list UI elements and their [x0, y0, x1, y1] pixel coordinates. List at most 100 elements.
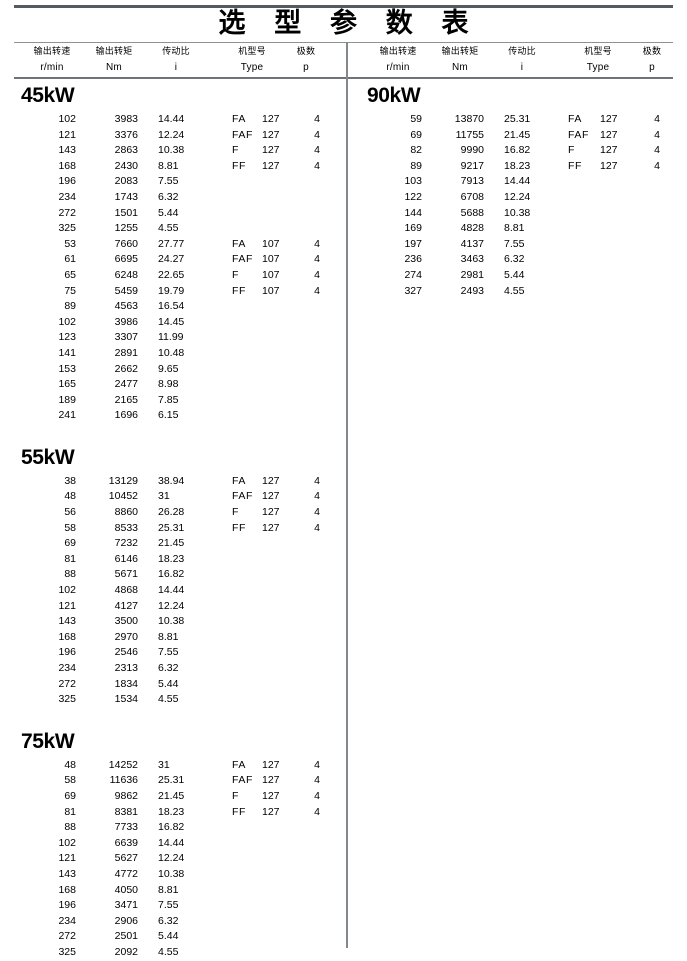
cell-output-speed: 168	[58, 883, 76, 896]
column-headers-left: 输出转速 r/min 输出转矩 Nm 传动比 i 机型号 Type 极数 p	[14, 45, 346, 77]
cell-ratio: 8.81	[158, 630, 179, 643]
cell-ratio: 31	[158, 490, 170, 503]
cell-type-prefix: F	[232, 506, 240, 519]
cell-output-torque: 2501	[114, 930, 138, 943]
cell-ratio: 12.24	[158, 128, 185, 141]
header-ratio: 传动比 i	[138, 45, 214, 75]
table-row: 123 3307 11.99	[14, 330, 346, 346]
cell-output-speed: 38	[64, 474, 76, 487]
cell-output-speed: 234	[58, 662, 76, 674]
cell-output-speed: 272	[58, 677, 76, 690]
header-type-unit: Type	[240, 62, 264, 73]
cell-output-torque: 4868	[114, 584, 138, 597]
cell-ratio: 9.65	[158, 362, 179, 375]
cell-type-prefix: F	[232, 268, 240, 281]
cell-output-torque: 6639	[114, 836, 138, 849]
cell-output-torque: 13129	[108, 474, 138, 487]
header-output-torque-unit: Nm	[452, 62, 468, 73]
cell-output-speed: 58	[64, 774, 76, 787]
cell-output-torque: 6695	[114, 253, 138, 266]
cell-output-speed: 144	[404, 206, 422, 219]
table-row: 168 4050 8.81	[14, 883, 346, 899]
cell-output-speed: 81	[64, 805, 76, 818]
header-output-speed-unit: r/min	[386, 62, 410, 73]
table-row: 196 3471 7.55	[14, 898, 346, 914]
table-row: 141 2891 10.48	[14, 346, 346, 362]
cell-output-torque: 2477	[114, 378, 138, 391]
table-row: 325 1255 4.55	[14, 221, 346, 237]
cell-ratio: 5.44	[158, 206, 179, 219]
header-ratio-cn: 传动比	[508, 47, 536, 57]
cell-output-speed: 69	[64, 537, 76, 550]
cell-poles: 4	[654, 144, 660, 157]
cell-output-torque: 2092	[114, 945, 138, 958]
cell-output-speed: 196	[58, 175, 76, 188]
table-row: 102 4868 14.44	[14, 583, 346, 599]
cell-ratio: 8.81	[158, 159, 179, 172]
cell-type-prefix: F	[232, 789, 240, 802]
cell-poles: 4	[314, 490, 320, 503]
cell-output-speed: 102	[58, 836, 76, 849]
cell-type-size: 127	[262, 506, 280, 519]
table-row: 89 9217 18.23 FF 127 4	[360, 159, 673, 175]
cell-output-torque: 7232	[114, 537, 138, 550]
table-row: 56 8860 26.28 F 127 4	[14, 505, 346, 521]
cell-ratio: 7.85	[158, 393, 179, 406]
cell-output-speed: 143	[58, 144, 76, 157]
cell-output-torque: 5688	[460, 206, 484, 219]
cell-output-speed: 61	[64, 253, 76, 266]
cell-type-prefix: FA	[232, 113, 247, 125]
cell-output-speed: 88	[64, 568, 76, 581]
table-row: 102 3983 14.44 FA 127 4	[14, 112, 346, 128]
cell-ratio: 14.45	[158, 315, 185, 328]
cell-output-torque: 5627	[114, 852, 138, 865]
cell-output-torque: 8860	[114, 506, 138, 519]
table-row: 144 5688 10.38	[360, 206, 673, 222]
cell-poles: 4	[314, 128, 320, 141]
header-bottom-rule	[14, 77, 673, 79]
cell-ratio: 19.79	[158, 284, 185, 297]
table-row: 65 6248 22.65 F 107 4	[14, 268, 346, 284]
cell-ratio: 14.44	[158, 113, 185, 125]
cell-output-speed: 82	[410, 144, 422, 157]
cell-output-torque: 4772	[114, 867, 138, 880]
cell-output-torque: 1534	[114, 693, 138, 706]
ratio-group: 102 3983 14.44 FA 127 4 121 3376 12.24 FAF 127 4 143…	[14, 112, 346, 237]
cell-ratio: 24.27	[158, 253, 185, 266]
table-row: 102 6639 14.44	[14, 836, 346, 852]
cell-output-torque: 1743	[114, 190, 138, 203]
cell-output-speed: 325	[58, 945, 76, 958]
cell-output-speed: 121	[58, 599, 76, 612]
cell-ratio: 12.24	[158, 852, 185, 865]
cell-ratio: 4.55	[158, 945, 179, 958]
cell-output-speed: 103	[404, 175, 422, 188]
cell-output-torque: 2906	[114, 914, 138, 927]
header-ratio-cn: 传动比	[162, 47, 190, 57]
cell-type-prefix: FAF	[568, 128, 590, 141]
cell-ratio: 5.44	[504, 268, 525, 281]
cell-output-torque: 8381	[114, 805, 138, 818]
cell-poles: 4	[314, 474, 320, 487]
cell-output-torque: 2981	[460, 268, 484, 281]
cell-ratio: 8.81	[504, 222, 525, 235]
cell-output-torque: 2662	[114, 362, 138, 375]
cell-output-speed: 58	[64, 521, 76, 534]
cell-output-torque: 2165	[114, 393, 138, 406]
cell-output-speed: 53	[64, 237, 76, 250]
cell-output-torque: 1696	[114, 409, 138, 422]
table-row: 122 6708 12.24	[360, 190, 673, 206]
table-row: 81 8381 18.23 FF 127 4	[14, 805, 346, 821]
cell-type-prefix: FA	[232, 237, 247, 250]
table-row: 69 9862 21.45 F 127 4	[14, 789, 346, 805]
cell-poles: 4	[314, 268, 320, 281]
cell-type-prefix: FAF	[232, 128, 254, 141]
cell-type-prefix: FA	[232, 474, 247, 487]
header-type-cn: 机型号	[238, 47, 266, 57]
cell-output-torque: 6146	[114, 552, 138, 565]
cell-output-speed: 153	[58, 362, 76, 375]
cell-ratio: 7.55	[504, 237, 525, 250]
cell-output-torque: 7913	[460, 175, 484, 188]
cell-output-speed: 89	[410, 159, 422, 172]
cell-type-prefix: FF	[232, 159, 247, 172]
